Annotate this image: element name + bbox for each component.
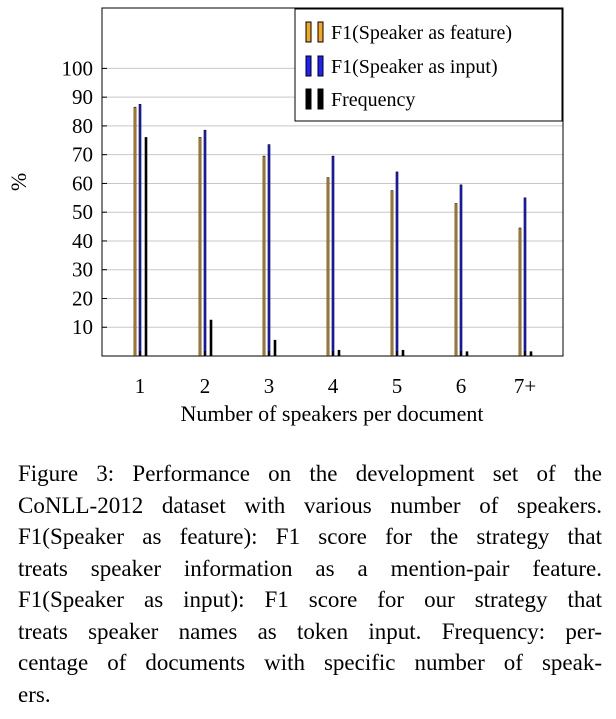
y-tick-label: 80 — [72, 114, 93, 138]
bar-series-2-1 — [138, 104, 142, 357]
bar-series-3-4 — [337, 349, 341, 357]
y-tick-label: 40 — [72, 229, 93, 253]
bar-series-3-5 — [401, 349, 405, 357]
y-tick-label: 20 — [72, 286, 93, 310]
legend-swatch — [317, 21, 324, 43]
y-tick-label: 70 — [72, 143, 93, 167]
x-axis-ticks: 1 2 3 4 5 6 7+ — [135, 351, 536, 398]
y-tick-label: 10 — [72, 315, 93, 339]
legend-label: F1(Speaker as feature) — [331, 22, 512, 44]
x-tick-label: 2 — [200, 374, 211, 398]
bar-series-1-1 — [133, 106, 137, 357]
bar-chart: 10 20 30 40 50 60 70 80 90 100 1 2 3 4 5 6 7+ % Number … — [6, 7, 564, 426]
bar-series-3-1 — [144, 137, 148, 357]
bar-series-2-6 — [459, 184, 463, 357]
caption-line: treats speaker names as token input. Fre… — [18, 618, 602, 644]
bar-series-1-7+ — [518, 227, 522, 357]
bar-series-1-5 — [390, 190, 394, 357]
legend-swatch — [305, 55, 312, 77]
bar-series-3-7+ — [529, 351, 533, 357]
legend: F1(Speaker as feature) F1(Speaker as inpu… — [294, 8, 563, 122]
x-tick-label: 3 — [264, 374, 275, 398]
y-tick-label: 60 — [72, 171, 93, 195]
bar-series-3-3 — [273, 339, 277, 357]
x-tick-label: 1 — [135, 374, 146, 398]
legend-swatch — [305, 21, 312, 43]
x-tick-label: 6 — [456, 374, 467, 398]
bar-series-2-3 — [267, 144, 271, 357]
y-tick-label: 100 — [62, 56, 94, 80]
y-tick-label: 50 — [72, 200, 93, 224]
y-tick-label: 30 — [72, 258, 93, 282]
bar-series-1-2 — [198, 137, 202, 357]
caption-line: F1(Speaker as feature): F1 score for the… — [18, 524, 602, 549]
bar-series-3-2 — [209, 319, 213, 357]
caption-line: ers. — [18, 681, 51, 707]
bar-series-1-4 — [326, 177, 330, 357]
y-axis-ticks: 10 20 30 40 50 60 70 80 90 100 — [62, 56, 107, 339]
caption-line: Figure 3: Performance on the development… — [18, 461, 602, 486]
bar-series-1-3 — [262, 155, 266, 357]
legend-swatch — [317, 55, 324, 77]
legend-swatch — [317, 88, 324, 110]
legend-label: Frequency — [331, 89, 415, 111]
caption-line: CoNLL-2012 dataset with various number o… — [18, 492, 602, 518]
legend-label: F1(Speaker as input) — [331, 56, 498, 78]
x-tick-label: 7+ — [514, 374, 536, 398]
bar-series-2-4 — [331, 155, 335, 357]
bar-series-2-2 — [203, 129, 207, 357]
caption-line: centage of documents with specific numbe… — [18, 650, 602, 675]
figure-caption: Figure 3: Performance on the development… — [18, 458, 602, 710]
legend-box — [294, 8, 563, 122]
bars — [133, 104, 533, 357]
legend-swatch — [305, 88, 312, 110]
x-tick-label: 4 — [328, 374, 339, 398]
bar-series-2-7+ — [523, 197, 527, 357]
bar-series-3-6 — [465, 351, 469, 357]
x-tick-label: 5 — [392, 374, 403, 398]
y-axis-label: % — [6, 173, 31, 191]
y-tick-label: 90 — [72, 85, 93, 109]
caption-line: treats speaker information as a mention-… — [18, 555, 602, 581]
caption-line: F1(Speaker as input): F1 score for our s… — [18, 587, 602, 612]
bar-series-2-5 — [395, 171, 399, 357]
x-axis-label: Number of speakers per document — [180, 401, 483, 426]
bar-series-1-6 — [454, 203, 458, 357]
